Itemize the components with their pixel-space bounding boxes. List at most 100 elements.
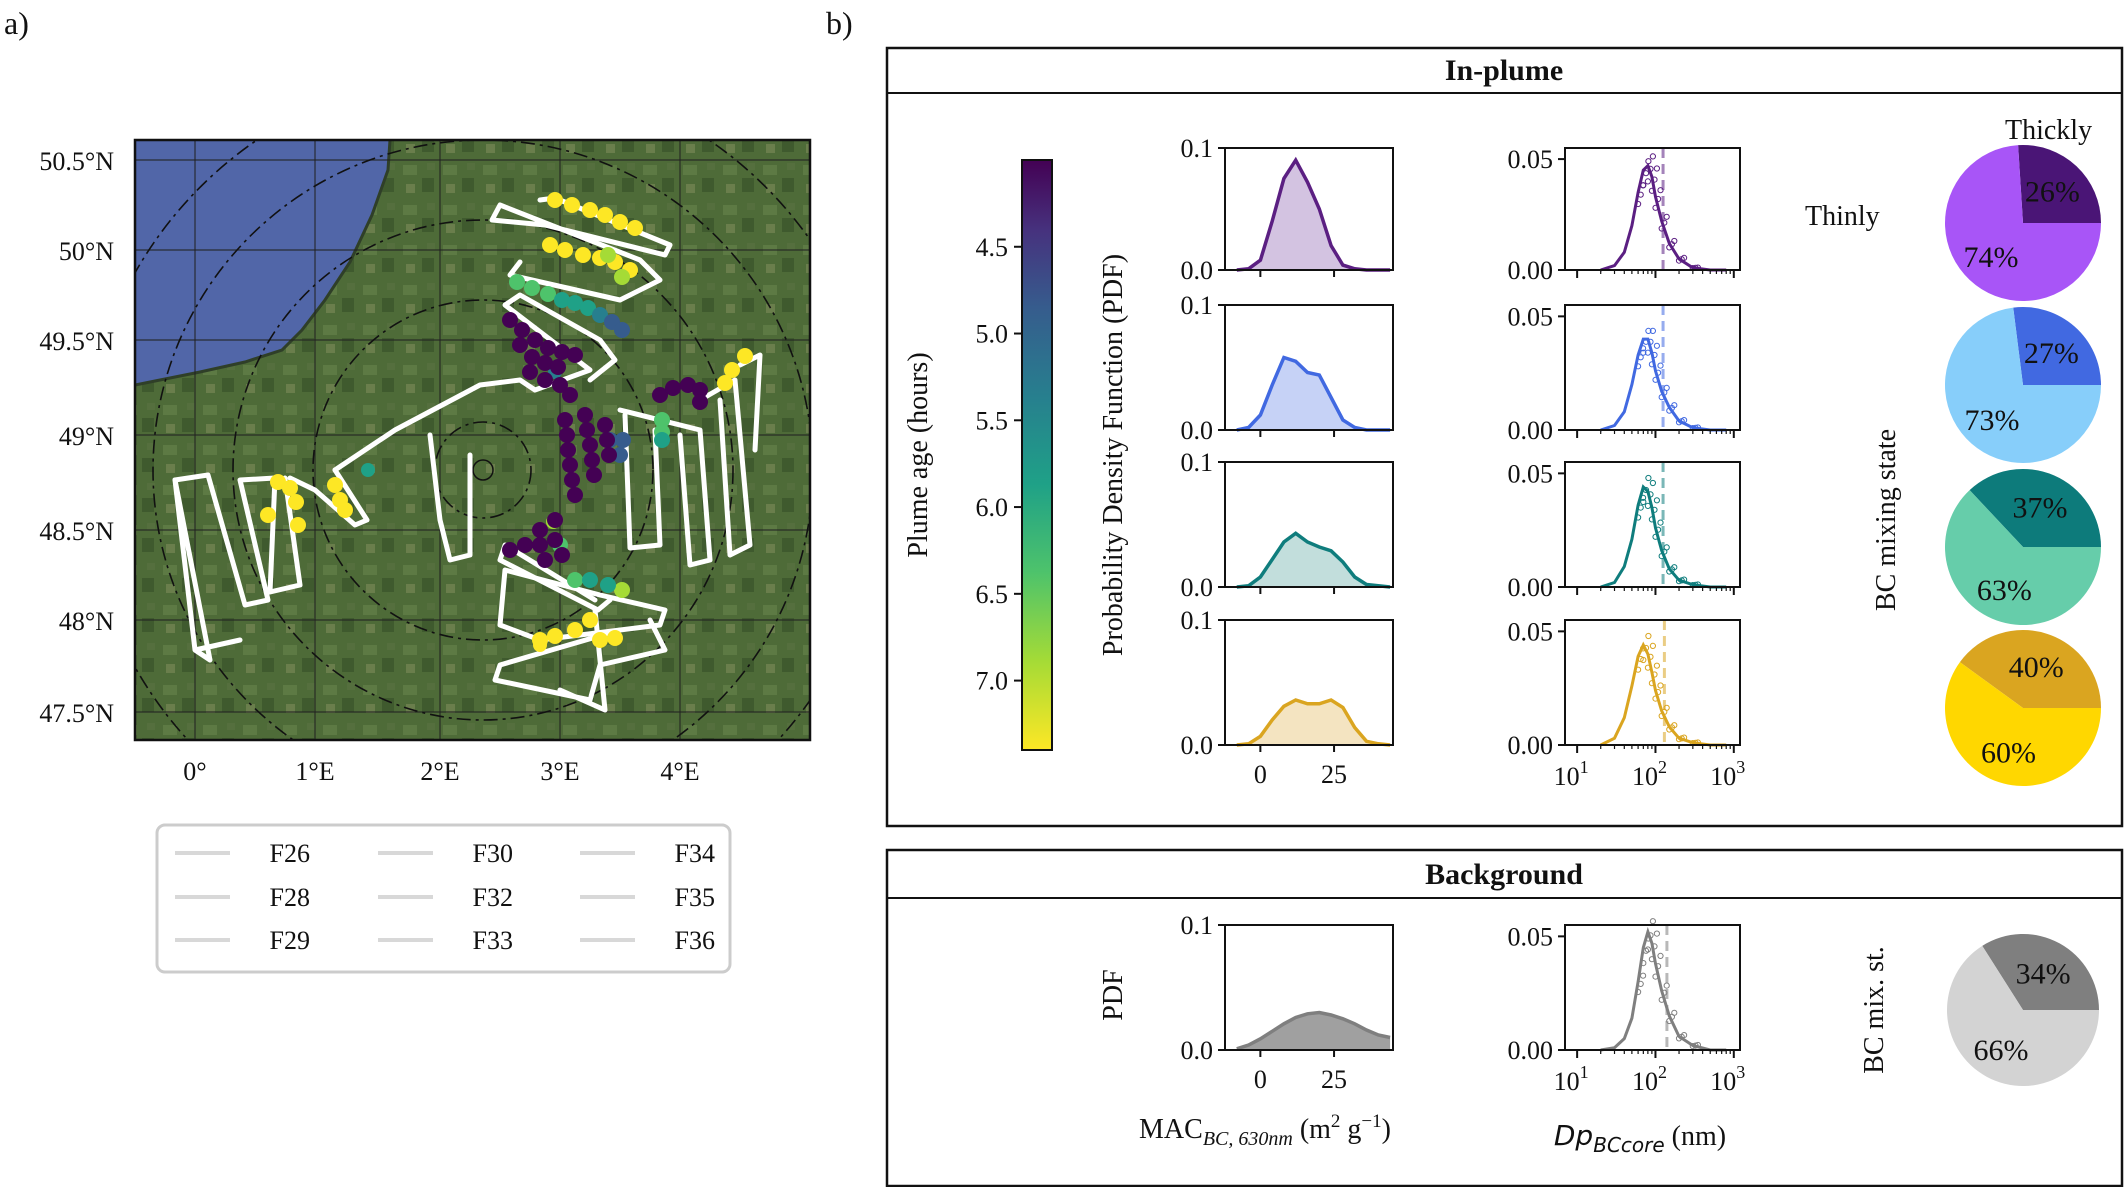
pdf-axes-frame xyxy=(1224,461,1394,588)
dp-ytick-label: 0.05 xyxy=(1508,302,1554,331)
lat-tick-label: 47.5°N xyxy=(39,699,114,728)
colorbar-tick-label: 7.0 xyxy=(976,667,1009,696)
dp-scatter-point xyxy=(1647,653,1654,660)
legend-label: F26 xyxy=(270,839,310,868)
lon-tick-label: 2°E xyxy=(420,757,459,786)
pie-label-thinly: 73% xyxy=(1965,404,2020,437)
dp-ytick-label: 0.00 xyxy=(1508,731,1554,760)
dp-xtick-label: 101 xyxy=(1554,757,1589,791)
dp-scatter-point xyxy=(1640,972,1647,979)
pie-label-thickly: 37% xyxy=(2013,492,2068,525)
dp-xtick-exponent: 1 xyxy=(1580,1062,1589,1082)
dp-scatter-point xyxy=(1648,361,1656,368)
dp-scatter-point xyxy=(1648,187,1656,194)
pdf-ylabel: Probability Density Function (PDF) xyxy=(1098,254,1129,656)
dp-scatter-point xyxy=(1658,996,1665,1003)
dp-scatter-point xyxy=(1648,516,1656,523)
pie-slice-thinly xyxy=(1945,145,2101,301)
pie-slice-thinly xyxy=(1945,307,2101,463)
in-plume-title: In-plume xyxy=(1445,54,1563,87)
legend-label: F36 xyxy=(675,926,715,955)
dp-axes-frame xyxy=(1564,461,1741,588)
in-plume-box xyxy=(885,46,2124,828)
dp-ytick-label: 0.00 xyxy=(1508,1036,1554,1065)
dp-scatter-point xyxy=(1649,642,1657,650)
dp-scatter-point xyxy=(1635,666,1642,673)
dp-scatter-point xyxy=(1655,195,1662,203)
dp-scatter-point xyxy=(1681,417,1688,424)
dp-scatter-point xyxy=(1663,544,1670,551)
pdf-area xyxy=(1236,1012,1391,1050)
dp-ytick-label: 0.05 xyxy=(1508,459,1554,488)
dp-ytick-label: 0.05 xyxy=(1508,617,1554,646)
dp-scatter-point xyxy=(1640,960,1647,967)
pie-slice-thinly xyxy=(1945,662,2101,787)
colorbar-tick-label: 5.5 xyxy=(976,406,1009,435)
dp-xtick-base: 10 xyxy=(1554,1067,1580,1096)
dp-ytick-label: 0.05 xyxy=(1508,145,1554,174)
dp-scatter-point xyxy=(1655,369,1662,376)
dp-scatter-point xyxy=(1640,645,1647,652)
dp-scatter-point xyxy=(1647,491,1654,498)
bg-mixing-state-label: BC mix. st. xyxy=(1859,946,1890,1074)
colorbar-tick-label: 5.0 xyxy=(976,320,1009,349)
lat-tick-label: 48°N xyxy=(59,607,114,636)
dp-scatter-point xyxy=(1635,988,1642,996)
dp-scatter-point xyxy=(1642,486,1650,494)
dp-scatter-point xyxy=(1681,1032,1688,1039)
colorbar-tick-label: 6.5 xyxy=(976,580,1009,609)
dp-xtick-exponent: 1 xyxy=(1580,757,1589,777)
dp-scatter-point xyxy=(1663,213,1670,220)
dp-xtick-exponent: 2 xyxy=(1658,1062,1667,1082)
dp-scatter-point xyxy=(1671,564,1678,571)
dp-scatter-point xyxy=(1652,376,1659,383)
dp-scatter-point xyxy=(1642,338,1650,345)
colorbar-tick-label: 6.0 xyxy=(976,493,1009,522)
lon-tick-label: 1°E xyxy=(295,757,334,786)
dp-scatter-point xyxy=(1657,682,1664,689)
pdf-ytick-label: 0.1 xyxy=(1181,448,1214,477)
thickly-label: Thickly xyxy=(2005,115,2092,146)
dp-scatter-point xyxy=(1694,1041,1702,1049)
dp-xtick-label: 103 xyxy=(1710,757,1745,791)
dp-scatter-point xyxy=(1652,973,1659,980)
dp-scatter-point xyxy=(1648,956,1656,963)
pdf-axes-frame xyxy=(1224,147,1394,271)
dp-axes-frame xyxy=(1564,147,1741,271)
lon-tick-label: 3°E xyxy=(540,757,579,786)
dp-scatter-point xyxy=(1652,204,1659,211)
mixing-state-label: BC mixing state xyxy=(1871,429,1902,611)
lat-tick-label: 50°N xyxy=(59,237,114,266)
dp-scatter-point xyxy=(1637,191,1644,198)
dp-scatter-point xyxy=(1657,362,1664,369)
dp-xtick-exponent: 2 xyxy=(1658,757,1667,777)
dp-xtick-base: 10 xyxy=(1632,762,1658,791)
pie-label-thickly: 40% xyxy=(2009,651,2064,684)
pdf-curve xyxy=(1236,1010,1391,1051)
dp-scatter-point xyxy=(1653,497,1661,504)
map-frame xyxy=(133,138,812,742)
centre-marker xyxy=(472,459,494,481)
pie-label-thickly: 26% xyxy=(2025,176,2080,209)
dp-scatter-point xyxy=(1642,644,1650,652)
pdf-ytick-label: 0.0 xyxy=(1181,731,1214,760)
pdf-curve xyxy=(1236,531,1391,589)
dp-scatter-point xyxy=(1644,502,1652,509)
pdf-ytick-label: 0.0 xyxy=(1181,1036,1214,1065)
legend-label: F30 xyxy=(473,839,513,868)
pdf-ytick-label: 0.0 xyxy=(1181,573,1214,602)
map-sea xyxy=(135,140,390,385)
legend-label: F35 xyxy=(675,883,715,912)
plume-age-dots xyxy=(260,192,753,652)
lat-tick-label: 48.5°N xyxy=(39,517,114,546)
pie-slice-thickly xyxy=(1959,630,2101,708)
dp-scatter-point xyxy=(1671,1009,1678,1016)
dp-scatter-point xyxy=(1637,354,1644,361)
dp-scatter-point xyxy=(1651,943,1658,950)
dp-scatter-point xyxy=(1663,982,1670,989)
legend-label: F34 xyxy=(675,839,715,868)
map xyxy=(135,140,810,740)
dp-ytick-label: 0.00 xyxy=(1508,573,1554,602)
